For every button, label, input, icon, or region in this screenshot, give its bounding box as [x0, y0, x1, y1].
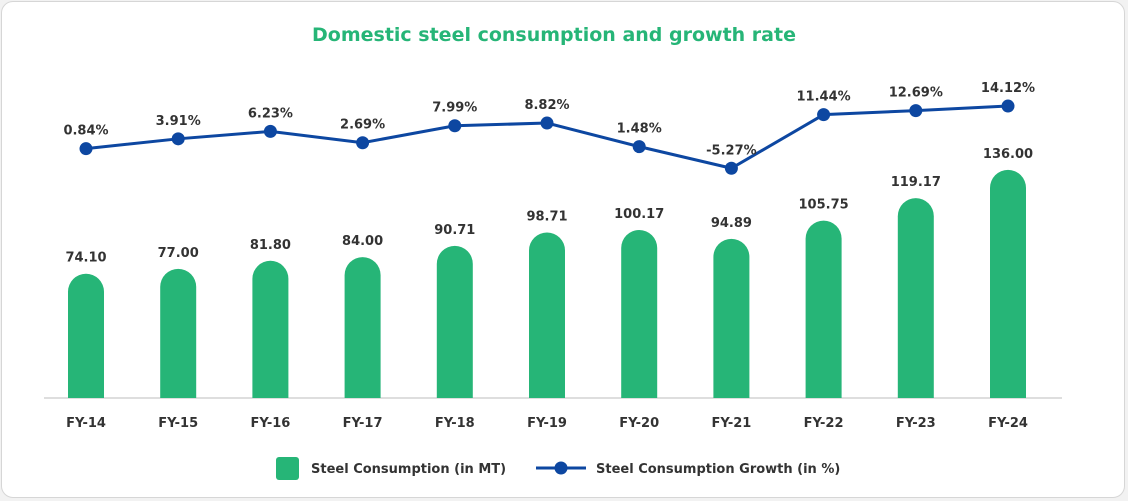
x-tick-FY-15: FY-15 — [158, 416, 198, 431]
bar-label-FY-21: 94.89 — [711, 216, 752, 231]
growth-point-FY-15 — [171, 132, 185, 146]
growth-point-FY-14 — [79, 142, 93, 156]
bar-label-FY-20: 100.17 — [614, 207, 664, 222]
x-tick-FY-22: FY-22 — [804, 416, 844, 431]
legend: Steel Consumption (in MT) Steel Consumpt… — [276, 457, 840, 480]
bar-FY-20 — [621, 229, 658, 398]
x-tick-FY-23: FY-23 — [896, 416, 936, 431]
growth-label-FY-23: 12.69% — [889, 86, 943, 101]
bar-FY-21 — [713, 238, 750, 398]
bar-FY-16 — [252, 260, 289, 398]
growth-point-FY-18 — [448, 119, 462, 133]
x-tick-FY-14: FY-14 — [66, 416, 106, 431]
bar-FY-24 — [990, 169, 1026, 398]
growth-point-FY-23 — [909, 104, 923, 118]
bar-label-FY-14: 74.10 — [65, 251, 106, 266]
growth-label-FY-19: 8.82% — [524, 98, 569, 113]
bar-FY-15 — [160, 268, 197, 398]
growth-point-FY-22 — [817, 108, 831, 122]
growth-label-FY-21: -5.27% — [706, 143, 757, 158]
growth-label-FY-17: 2.69% — [340, 118, 385, 133]
x-tick-FY-17: FY-17 — [343, 416, 383, 431]
growth-point-FY-19 — [540, 116, 554, 130]
x-tick-FY-18: FY-18 — [435, 416, 475, 431]
growth-point-FY-20 — [632, 140, 646, 154]
bar-FY-23 — [897, 198, 934, 398]
bar-label-FY-18: 90.71 — [434, 223, 475, 238]
x-axis-ticks: FY-14 FY-15 FY-16 FY-17 FY-18 FY-19 FY-20 FY-21… — [66, 416, 1028, 431]
chart-title: Domestic steel consumption and growth ra… — [312, 24, 796, 46]
growth-label-FY-14: 0.84% — [63, 124, 108, 139]
bar-FY-14 — [68, 273, 104, 398]
growth-label-FY-20: 1.48% — [617, 122, 662, 137]
growth-label-FY-15: 3.91% — [156, 114, 201, 129]
bar-label-FY-23: 119.17 — [891, 175, 941, 190]
bar-FY-17 — [344, 257, 381, 398]
legend-label-line: Steel Consumption Growth (in %) — [596, 462, 840, 477]
growth-point-FY-16 — [263, 124, 277, 138]
growth-point-FY-21 — [724, 161, 738, 175]
bar-label-FY-16: 81.80 — [250, 238, 291, 253]
bar-FY-18 — [436, 245, 473, 398]
bar-series: 74.10 77.00 81.80 84.00 90.71 98.71 100.17 94.8… — [65, 147, 1033, 398]
growth-line-series: 0.84% 3.91% 6.23% 2.69% 7.99% 8.82% 1.48% -5.27… — [63, 81, 1035, 175]
growth-label-FY-16: 6.23% — [248, 106, 293, 121]
bar-label-FY-15: 77.00 — [158, 246, 199, 261]
x-tick-FY-19: FY-19 — [527, 416, 567, 431]
growth-point-FY-24 — [1001, 99, 1015, 113]
bar-FY-19 — [529, 232, 565, 398]
legend-swatch-marker — [554, 461, 568, 475]
bar-label-FY-19: 98.71 — [526, 209, 567, 224]
x-tick-FY-24: FY-24 — [988, 416, 1028, 431]
growth-label-FY-24: 14.12% — [981, 81, 1035, 96]
x-tick-FY-16: FY-16 — [250, 416, 290, 431]
bar-label-FY-24: 136.00 — [983, 147, 1033, 162]
legend-swatch-bar — [276, 457, 299, 480]
bar-label-FY-22: 105.75 — [799, 198, 849, 213]
growth-label-FY-18: 7.99% — [432, 101, 477, 116]
bar-label-FY-17: 84.00 — [342, 234, 383, 249]
growth-line — [85, 104, 1009, 170]
bar-FY-22 — [805, 220, 842, 398]
growth-point-FY-17 — [356, 136, 370, 150]
x-tick-FY-21: FY-21 — [711, 416, 751, 431]
legend-label-bar: Steel Consumption (in MT) — [311, 462, 506, 477]
x-tick-FY-20: FY-20 — [619, 416, 659, 431]
growth-label-FY-22: 11.44% — [797, 90, 851, 105]
